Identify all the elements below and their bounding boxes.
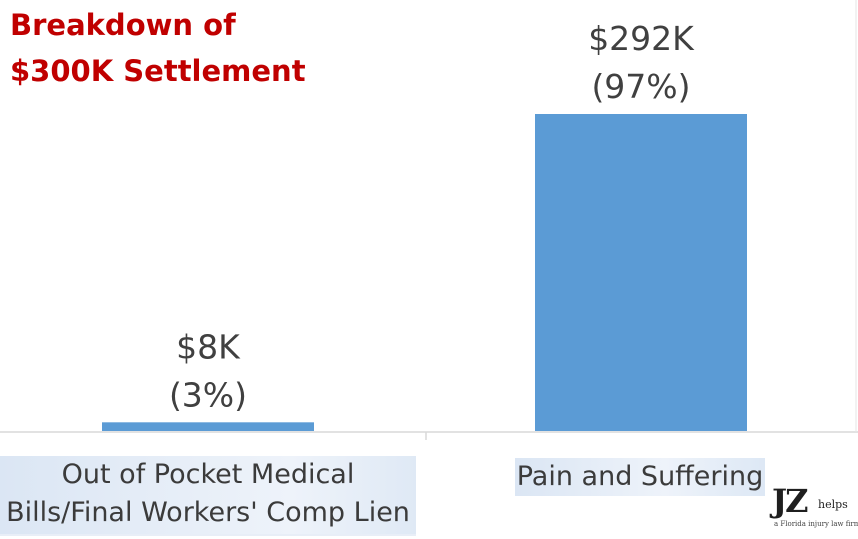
- data-label-pain-2: (97%): [591, 67, 690, 106]
- data-label-medical-2: (3%): [169, 375, 247, 414]
- jz-helps-logo: JZ helps a Florida injury law firm: [770, 482, 858, 536]
- data-label-pain-1: $292K: [588, 19, 695, 58]
- chart-title-line-2: $300K Settlement: [10, 54, 306, 88]
- bar-medical: [102, 422, 314, 431]
- logo-helps-text: helps: [818, 498, 848, 511]
- data-label-medical-1: $8K: [176, 327, 241, 366]
- logo-jz-text: JZ: [772, 482, 808, 520]
- category-label-medical: Out of Pocket Medical Bills/Final Worker…: [0, 456, 416, 536]
- chart-title: Breakdown of $300K Settlement: [10, 2, 310, 94]
- category-label-medical-line-1: Out of Pocket Medical: [61, 459, 355, 490]
- logo-tagline: a Florida injury law firm: [774, 520, 858, 528]
- data-labels-group: $8K (3%) $292K (97%): [169, 19, 695, 414]
- category-label-medical-line-2: Bills/Final Workers' Comp Lien: [6, 497, 410, 528]
- category-label-pain: Pain and Suffering: [515, 458, 765, 496]
- bars-group: [102, 114, 747, 431]
- chart-title-line-1: Breakdown of: [10, 8, 236, 42]
- bar-pain: [535, 114, 747, 431]
- category-label-pain-line-1: Pain and Suffering: [516, 461, 764, 492]
